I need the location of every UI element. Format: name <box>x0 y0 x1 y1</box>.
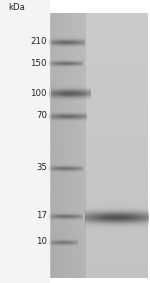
Text: 100: 100 <box>30 89 47 98</box>
Text: kDa: kDa <box>8 3 25 12</box>
Text: 210: 210 <box>30 38 47 46</box>
Text: 70: 70 <box>36 112 47 121</box>
Text: 10: 10 <box>36 237 47 246</box>
Text: 35: 35 <box>36 164 47 173</box>
Text: 17: 17 <box>36 211 47 220</box>
Text: 150: 150 <box>30 59 47 68</box>
